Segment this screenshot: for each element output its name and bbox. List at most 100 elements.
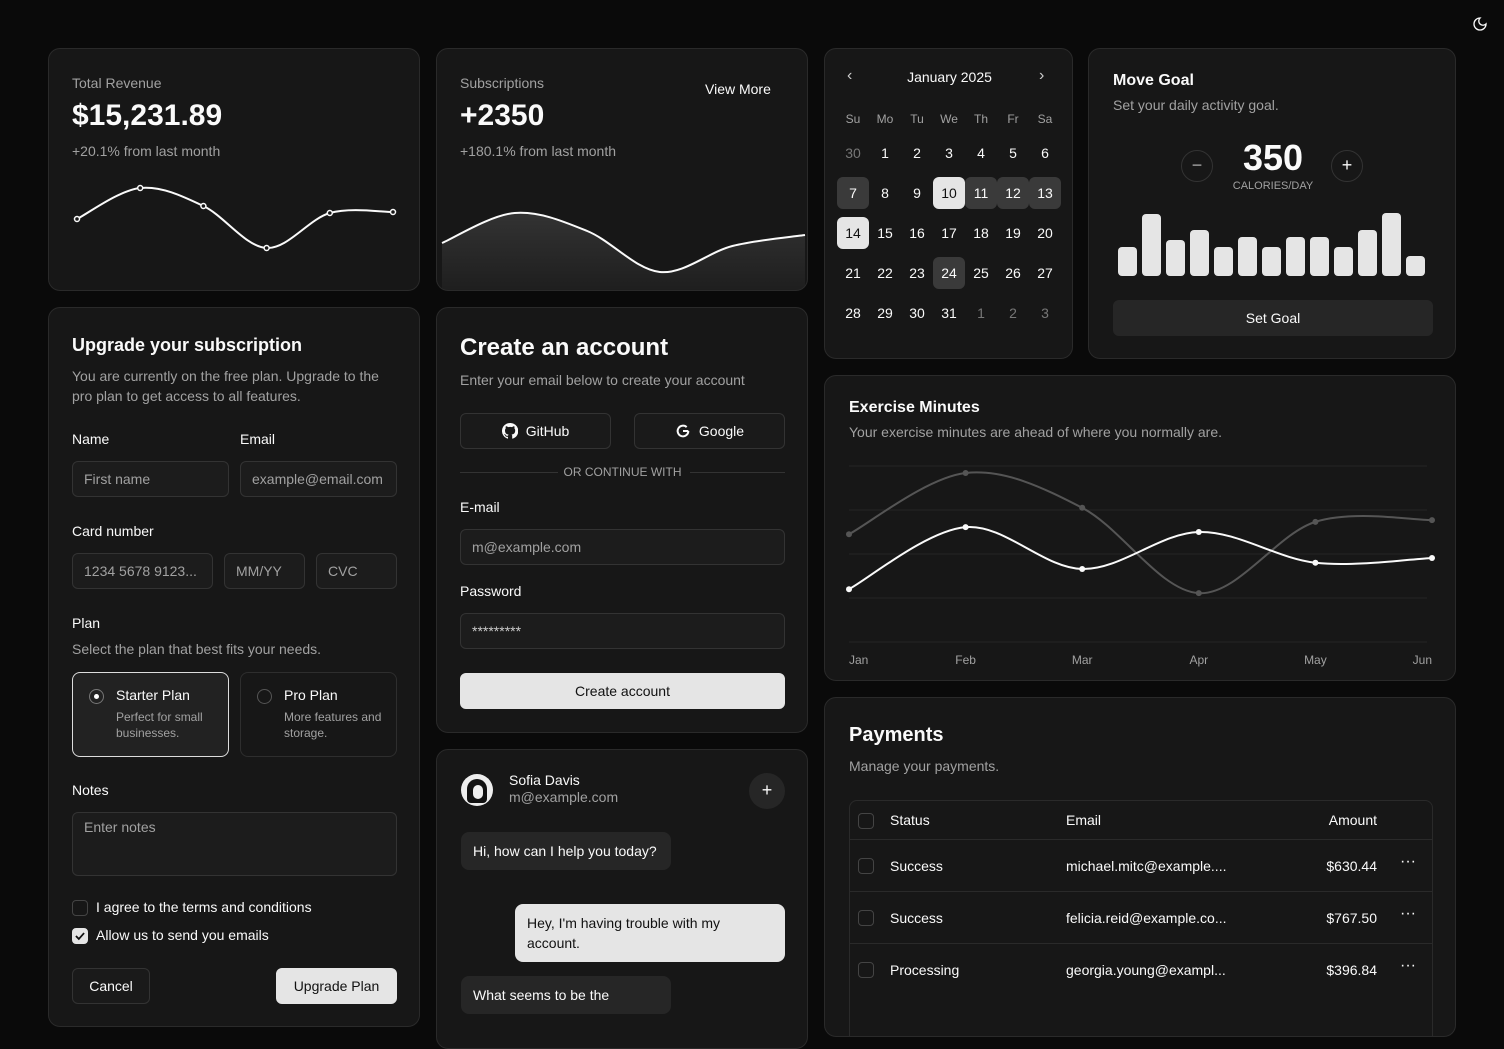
github-button[interactable]: GitHub [460,413,611,449]
calendar-day[interactable]: 19 [1005,225,1021,241]
calendar-day[interactable]: 8 [881,185,889,201]
calendar-day[interactable]: 1 [977,305,985,321]
google-button[interactable]: Google [634,413,785,449]
calendar-card: ‹ January 2025 › Su Mo Tu We Th Fr Sa 30 1 2 3 4 5 6 7… [824,48,1073,359]
subscriptions-change: +180.1% from last month [460,143,617,159]
calendar-day[interactable]: 31 [941,305,957,321]
calendar-day[interactable]: 26 [1005,265,1021,281]
terms-checkbox[interactable] [72,900,88,916]
x-tick-label: May [1304,653,1327,667]
column-header-amount[interactable]: Amount [1328,812,1377,828]
create-account-card: Create an account Enter your email below… [436,307,808,733]
upgrade-card: Upgrade your subscription You are curren… [48,307,420,1027]
status-cell: Success [890,858,943,874]
calendar-day[interactable]: 14 [837,217,869,249]
calendar-day[interactable]: 28 [845,305,861,321]
cvc-input[interactable]: CVC [316,553,397,589]
first-name-input[interactable]: First name [72,461,229,497]
new-message-button[interactable]: + [749,773,785,809]
calendar-day[interactable]: 9 [913,185,921,201]
calendar-day[interactable]: 16 [909,225,925,241]
calendar-day[interactable]: 15 [877,225,893,241]
amount-cell: $630.44 [1326,858,1377,874]
plan-option-starter[interactable]: Starter Plan Perfect for small businesse… [72,672,229,757]
goal-bar [1262,247,1281,276]
radio-selected[interactable] [89,689,104,704]
account-subtitle: Enter your email below to create your ac… [460,372,745,388]
upgrade-plan-button[interactable]: Upgrade Plan [276,968,397,1004]
set-goal-button[interactable]: Set Goal [1113,300,1433,336]
payments-subtitle: Manage your payments. [849,758,1000,774]
goal-bar [1118,247,1137,276]
calendar-day[interactable]: 13 [1029,177,1061,209]
row-checkbox[interactable] [858,858,874,874]
exercise-line-chart: Jan Feb Mar Apr May Jun [846,465,1435,667]
calendar-day[interactable]: 1 [881,145,889,161]
calendar-day[interactable]: 27 [1037,265,1053,281]
row-actions-button[interactable]: ··· [1400,957,1416,975]
exercise-card: Exercise Minutes Your exercise minutes a… [824,375,1456,681]
calendar-day[interactable]: 5 [1009,145,1017,161]
calendar-day[interactable]: 4 [977,145,985,161]
sparkline-point [200,202,207,210]
account-email-input[interactable]: m@example.com [460,529,785,565]
divider-text: OR CONTINUE WITH [563,465,682,479]
calendar-day[interactable]: 17 [941,225,957,241]
row-checkbox[interactable] [858,962,874,978]
calendar-day[interactable]: 30 [909,305,925,321]
divider-line [460,472,558,473]
row-checkbox[interactable] [858,910,874,926]
create-account-button[interactable]: Create account [460,673,785,709]
calendar-day[interactable]: 23 [909,265,925,281]
goal-bar [1310,237,1329,276]
calendar-day[interactable]: 25 [973,265,989,281]
card-number-input[interactable]: 1234 5678 9123... [72,553,213,589]
calendar-day[interactable]: 7 [837,177,869,209]
calendar-day[interactable]: 2 [913,145,921,161]
calendar-day[interactable]: 22 [877,265,893,281]
more-horizontal-icon: ··· [1400,957,1416,974]
column-header-email[interactable]: Email [1066,812,1102,828]
goal-bar [1190,230,1209,276]
row-actions-button[interactable]: ··· [1400,905,1416,923]
card-number-label: Card number [72,523,154,539]
calendar-day[interactable]: 3 [1041,305,1049,321]
calendar-day[interactable]: 12 [997,177,1029,209]
calendar-day[interactable]: 3 [945,145,953,161]
calendar-day[interactable]: 20 [1037,225,1053,241]
increase-button[interactable]: + [1331,150,1363,182]
decrease-button[interactable]: − [1181,150,1213,182]
area-line [441,211,806,274]
calendar-day[interactable]: 2 [1009,305,1017,321]
cancel-button[interactable]: Cancel [72,968,150,1004]
calendar-day[interactable]: 11 [965,177,997,209]
revenue-change: +20.1% from last month [72,143,221,159]
select-all-checkbox[interactable] [858,813,874,829]
plan-desc: More features and storage. [284,710,382,740]
calendar-day[interactable]: 10 [933,177,965,209]
calendar-day[interactable]: 6 [1041,145,1049,161]
weekday-label: Th [973,112,988,126]
prev-month-button[interactable]: ‹ [847,67,853,84]
notes-textarea[interactable]: Enter notes [72,812,397,876]
calendar-day[interactable]: 24 [933,257,965,289]
next-month-button[interactable]: › [1039,67,1045,84]
chat-card: Sofia Davis m@example.com + Hi, how can … [436,749,808,1049]
password-input[interactable]: ********* [460,613,785,649]
goal-bar [1142,214,1161,276]
calendar-day[interactable]: 29 [877,305,893,321]
plan-option-pro[interactable]: Pro Plan More features and storage. [240,672,397,757]
emails-checkbox[interactable] [72,928,88,944]
plan-name: Starter Plan [116,687,190,703]
view-more-button[interactable]: View More [705,81,771,97]
calendar-day[interactable]: 30 [845,145,861,161]
calendar-day[interactable]: 21 [845,265,861,281]
weekday-label: We [940,112,958,126]
calendar-day[interactable]: 18 [973,225,989,241]
theme-toggle-button[interactable] [1472,16,1490,34]
column-header-status[interactable]: Status [890,812,930,828]
radio-unselected[interactable] [257,689,272,704]
expiry-input[interactable]: MM/YY [224,553,305,589]
row-actions-button[interactable]: ··· [1400,853,1416,871]
email-input[interactable]: example@email.com [240,461,397,497]
